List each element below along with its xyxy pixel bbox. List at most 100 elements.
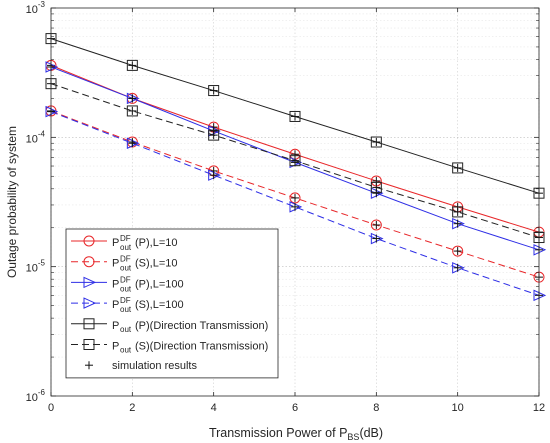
simulation-point <box>453 247 462 256</box>
simulation-point <box>128 61 137 70</box>
simulation-point <box>453 263 462 272</box>
y-tick-label-exponent: -6 <box>38 388 46 397</box>
x-tick-label: 0 <box>48 402 54 414</box>
simulation-point <box>372 234 381 243</box>
simulation-point <box>453 163 462 172</box>
x-axis-label: Transmission Power of PBS(dB) <box>209 426 383 442</box>
y-tick-label-base: 10 <box>26 133 38 145</box>
y-tick-label-base: 10 <box>26 392 38 404</box>
x-axis-label-tail: (dB) <box>359 426 383 440</box>
data-point <box>126 105 138 117</box>
legend-label-superscript: DF <box>120 234 131 243</box>
y-tick-label-base: 10 <box>26 263 38 275</box>
legend-label: PDF out (P),L=10 <box>112 234 178 252</box>
simulation-point <box>209 171 218 180</box>
legend-label-subscript: out <box>120 305 132 314</box>
y-tick-label-exponent: -5 <box>38 259 46 268</box>
legend-marker <box>83 297 97 309</box>
legend-box <box>65 228 279 379</box>
legend-label-text: (P)(Direction Transmission) <box>135 320 268 332</box>
legend-label-text: (S),L=10 <box>135 258 178 270</box>
legend-label-superscript: DF <box>120 296 131 305</box>
x-tick-label: 12 <box>533 402 545 414</box>
simulation-point <box>291 202 299 211</box>
legend-label: PDF out (P),L=100 <box>112 275 184 293</box>
simulation-point <box>128 139 137 148</box>
legend-label-subscript: out <box>120 325 132 334</box>
legend-item: Pout (P)(Direction Transmission) <box>71 318 268 334</box>
legend-label-text: (P),L=10 <box>135 237 178 249</box>
legend-label-symbol: P <box>112 320 119 332</box>
x-tick-label: 8 <box>373 402 379 414</box>
legend-label: Pout (S)(Direction Transmission) <box>112 341 268 355</box>
legend-marker <box>83 339 95 350</box>
y-axis-label: Outage probability of system <box>5 126 19 278</box>
legend-item: PDF out (S),L=100 <box>71 296 184 314</box>
legend-label-text: (S),L=100 <box>135 299 184 311</box>
simulation-point <box>372 138 381 147</box>
legend-label-symbol: P <box>112 341 119 353</box>
data-point <box>370 219 382 231</box>
x-tick-label: 10 <box>452 402 464 414</box>
y-tick-label-base: 10 <box>26 4 38 16</box>
simulation-point <box>291 193 299 202</box>
data-point <box>370 136 382 148</box>
legend-label-superscript: DF <box>120 255 131 264</box>
x-tick-label: 4 <box>211 402 217 414</box>
data-point <box>208 129 220 141</box>
legend-label-symbol: P <box>112 258 119 270</box>
simulation-point <box>453 219 462 228</box>
legend-marker <box>83 318 95 330</box>
legend-item: PDF out (S),L=10 <box>71 255 178 273</box>
x-tick-label: 2 <box>129 402 135 414</box>
simulation-point <box>128 106 137 115</box>
legend-item: PDF out (P),L=10 <box>71 234 178 252</box>
legend-label-symbol: P <box>112 299 119 311</box>
legend-label: PDF out (S),L=100 <box>112 296 184 314</box>
y-tick-label-exponent: -4 <box>38 129 46 138</box>
x-axis-label-subscript: BS <box>347 432 359 442</box>
y-tick-label-exponent: -3 <box>38 0 46 9</box>
y-tick-label: 10-5 <box>26 259 46 275</box>
legend-item: simulation results <box>85 360 197 372</box>
legend-label-symbol: P <box>112 278 119 290</box>
legend-label-subscript: out <box>120 346 132 355</box>
legend-item: PDF out (P),L=100 <box>71 275 184 293</box>
data-point <box>452 162 464 174</box>
simulation-point <box>372 183 381 192</box>
simulation-point <box>209 131 218 140</box>
legend-label-subscript: out <box>120 284 132 293</box>
y-tick-label: 10-4 <box>26 129 46 145</box>
simulation-point <box>453 207 462 216</box>
data-point <box>126 59 138 71</box>
x-axis-label-main: Transmission Power of P <box>209 426 347 440</box>
simulation-point <box>372 220 381 229</box>
legend-label-subscript: out <box>120 264 132 273</box>
legend-label: PDF out (S),L=10 <box>112 255 178 273</box>
data-point <box>289 155 301 167</box>
data-point <box>370 181 382 193</box>
data-point <box>208 85 220 97</box>
legend-marker <box>83 256 95 268</box>
data-point <box>452 245 464 257</box>
legend-marker <box>83 235 95 247</box>
legend-marker <box>85 361 93 370</box>
legend-label-superscript: DF <box>120 275 131 284</box>
y-tick-label: 10-3 <box>26 0 46 16</box>
simulation-point <box>128 94 137 103</box>
data-point <box>289 110 301 122</box>
y-tick-label: 10-6 <box>26 388 46 404</box>
data-point <box>452 206 464 218</box>
legend-label-text: (P),L=100 <box>135 278 184 290</box>
legend-label-text: (S)(Direction Transmission) <box>135 341 268 353</box>
legend-marker <box>83 276 97 289</box>
simulation-point <box>291 112 299 121</box>
legend-label: Pout (P)(Direction Transmission) <box>112 320 268 334</box>
legend-label-symbol: P <box>112 237 119 249</box>
simulation-point <box>291 156 299 165</box>
x-tick-label: 6 <box>292 402 298 414</box>
legend-item: Pout (S)(Direction Transmission) <box>71 339 268 355</box>
